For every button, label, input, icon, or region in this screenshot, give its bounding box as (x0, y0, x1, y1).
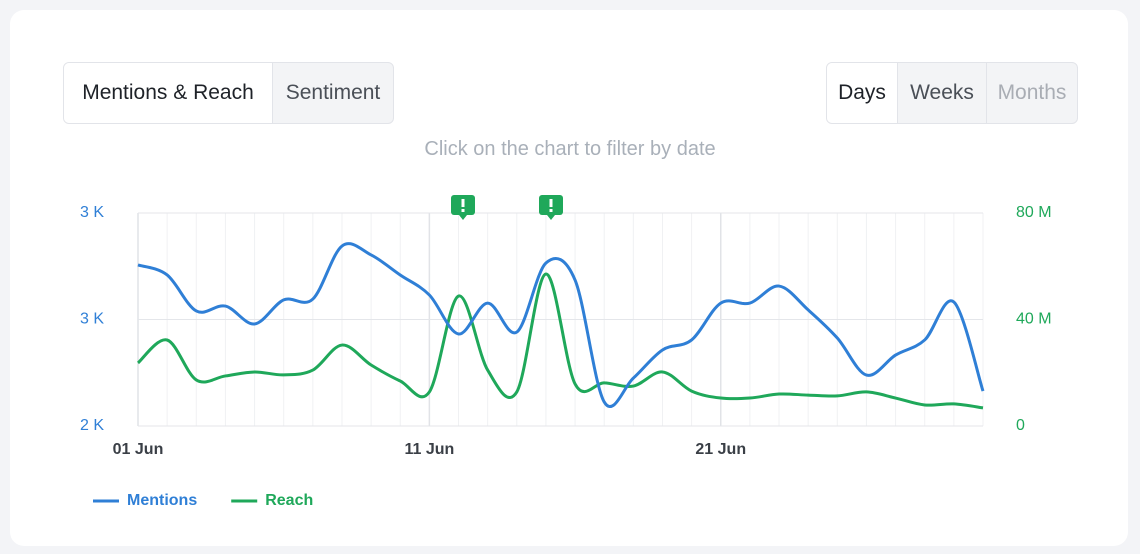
legend-item[interactable]: Mentions (93, 492, 197, 509)
series-line (136, 272, 984, 410)
tab[interactable]: Mentions & Reach (64, 63, 272, 123)
period[interactable]: Weeks (897, 63, 986, 123)
y2-tick-label: 0 (1016, 417, 1025, 434)
x-tick-label: 11 Jun (404, 441, 454, 458)
y2-tick-label: 80 M (1016, 204, 1052, 221)
plot: 2 K 3 K 3 K 0 40 M 80 M 01 Jun 11 Jun 21 Jun Ment… (80, 204, 1052, 509)
x-tick-label: 01 Jun (113, 441, 164, 458)
y2-tick-label: 40 M (1016, 311, 1052, 328)
series-line (137, 242, 985, 409)
alert-flag[interactable] (539, 195, 563, 220)
legend-label: Mentions (127, 492, 197, 509)
y-tick-label: 2 K (80, 417, 104, 434)
view-tabs: Mentions & Reach Sentiment (63, 62, 394, 124)
hint: Click on the chart to filter by date (424, 138, 716, 160)
y-tick-label: 3 K (80, 204, 104, 221)
period[interactable]: Days (827, 63, 897, 123)
period-tabs: Days Weeks Months (826, 62, 1078, 124)
x-tick-label: 21 Jun (695, 441, 746, 458)
legend-item[interactable]: Reach (231, 492, 313, 509)
y-tick-label: 3 K (80, 311, 104, 328)
period: Months (986, 63, 1077, 123)
legend-label: Reach (265, 492, 313, 509)
alert-flag[interactable] (451, 195, 475, 220)
tab[interactable]: Sentiment (272, 63, 393, 123)
